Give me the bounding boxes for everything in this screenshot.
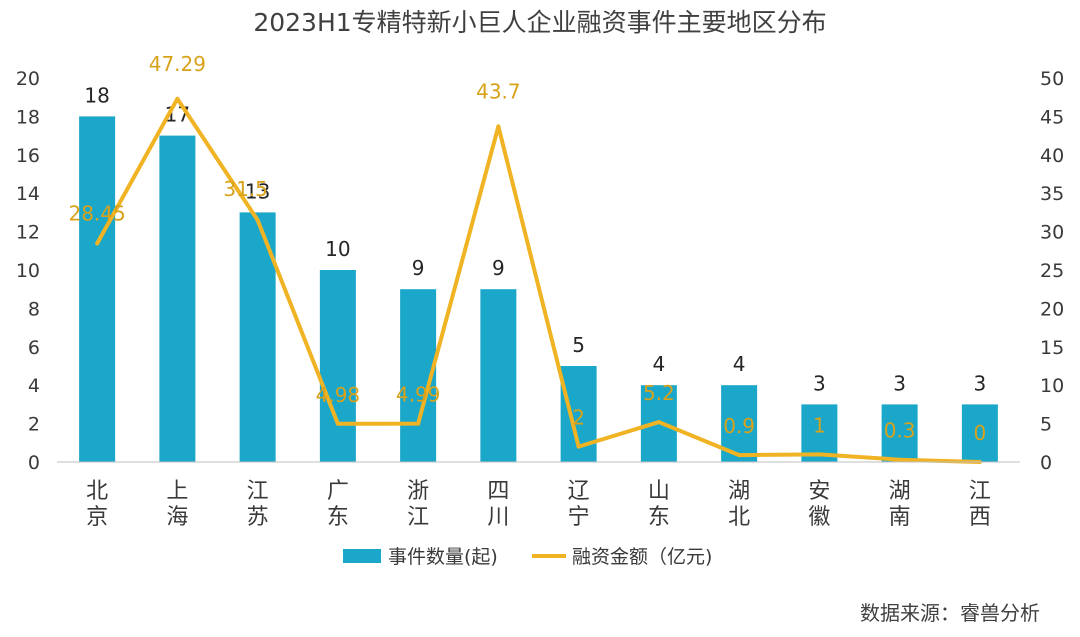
x-tick-label: 江 bbox=[969, 479, 991, 504]
x-tick-label: 江 bbox=[247, 479, 269, 504]
legend-label-bars: 事件数量(起) bbox=[388, 546, 498, 568]
legend: 事件数量(起) 融资金额（亿元) bbox=[343, 546, 712, 568]
y-left-tick-label: 20 bbox=[16, 68, 40, 90]
y-right-tick-label: 20 bbox=[1040, 298, 1064, 320]
y-left-tick-label: 0 bbox=[28, 452, 40, 474]
x-tick-label: 辽 bbox=[568, 479, 590, 504]
x-tick-label: 浙 bbox=[407, 479, 429, 504]
x-tick-label: 东 bbox=[327, 505, 349, 530]
line-point bbox=[496, 124, 501, 129]
source-note: 数据来源：睿兽分析 bbox=[860, 601, 1040, 625]
chart-title: 2023H1专精特新小巨人企业融资事件主要地区分布 bbox=[253, 8, 826, 37]
line-point bbox=[175, 96, 180, 101]
bar-data-label: 3 bbox=[893, 371, 906, 395]
x-tick-label: 西 bbox=[969, 505, 991, 530]
bar-data-label: 3 bbox=[974, 371, 987, 395]
line-data-label: 2 bbox=[572, 406, 585, 430]
line-data-label: 0 bbox=[974, 421, 987, 445]
legend-swatch-bars bbox=[343, 549, 381, 563]
bar-data-label: 5 bbox=[572, 333, 585, 357]
y-left-tick-label: 10 bbox=[16, 260, 40, 282]
x-tick-label: 北 bbox=[86, 479, 108, 504]
line-data-label: 0.3 bbox=[884, 419, 916, 443]
line-data-label: 28.45 bbox=[68, 202, 125, 226]
y-right-tick-label: 50 bbox=[1040, 68, 1064, 90]
line-point bbox=[416, 421, 421, 426]
line-point bbox=[576, 444, 581, 449]
x-tick-label: 宁 bbox=[568, 505, 590, 530]
bar bbox=[961, 404, 998, 462]
y-right-tick-label: 0 bbox=[1040, 452, 1052, 474]
x-tick-label: 东 bbox=[648, 505, 670, 530]
y-right-tick-label: 45 bbox=[1040, 106, 1064, 128]
legend-label-line: 融资金额（亿元) bbox=[572, 546, 712, 568]
x-tick-label: 京 bbox=[86, 505, 108, 530]
bar-data-label: 9 bbox=[412, 256, 425, 280]
y-left-tick-label: 8 bbox=[28, 298, 40, 320]
bar-data-label: 4 bbox=[653, 352, 666, 376]
bar-data-label: 18 bbox=[84, 83, 109, 107]
bar bbox=[319, 270, 356, 462]
line-data-label: 31.5 bbox=[223, 177, 268, 201]
y-right-tick-label: 10 bbox=[1040, 375, 1064, 397]
x-tick-label: 上 bbox=[166, 479, 188, 504]
x-tick-label: 川 bbox=[487, 505, 509, 530]
y-axis-right: 0 5 10 15 20 25 30 35 40 45 50 bbox=[1040, 68, 1064, 474]
line-point bbox=[95, 241, 100, 246]
x-tick-label: 苏 bbox=[247, 505, 269, 530]
line-data-label: 1 bbox=[813, 413, 826, 437]
line-point bbox=[737, 453, 742, 458]
bar bbox=[480, 289, 517, 462]
y-left-tick-label: 12 bbox=[16, 222, 40, 244]
x-tick-label: 南 bbox=[889, 505, 911, 530]
bar-data-label: 10 bbox=[325, 237, 350, 261]
bar-data-label: 13 bbox=[245, 179, 270, 203]
bar bbox=[881, 404, 918, 462]
x-tick-label: 安 bbox=[808, 479, 830, 504]
line-data-label: 4.99 bbox=[396, 383, 441, 407]
line-point bbox=[656, 420, 661, 425]
line-data-label: 0.9 bbox=[723, 414, 755, 438]
y-axis-left: 0 2 4 6 8 10 12 14 16 18 20 bbox=[16, 68, 40, 474]
line-data-label: 47.29 bbox=[149, 52, 206, 76]
bar-data-label: 9 bbox=[492, 256, 505, 280]
line-series: 28.45 47.29 31.5 4.98 4.99 43.7 2 5.2 0.9 1 0.3 0 bbox=[68, 52, 986, 464]
y-right-tick-label: 40 bbox=[1040, 145, 1064, 167]
line-data-label: 43.7 bbox=[476, 79, 521, 103]
y-right-tick-label: 35 bbox=[1040, 183, 1064, 205]
y-right-tick-label: 15 bbox=[1040, 337, 1064, 359]
y-left-tick-label: 14 bbox=[16, 183, 40, 205]
x-tick-label: 海 bbox=[166, 505, 188, 530]
x-tick-label: 江 bbox=[407, 505, 429, 530]
line-point bbox=[817, 452, 822, 457]
bar-data-label: 4 bbox=[733, 352, 746, 376]
y-left-tick-label: 2 bbox=[28, 414, 40, 436]
line-data-label: 4.98 bbox=[316, 383, 361, 407]
x-tick-label: 广 bbox=[327, 479, 349, 504]
x-tick-label: 徽 bbox=[808, 505, 830, 530]
bar bbox=[79, 116, 116, 463]
x-tick-label: 湖 bbox=[889, 479, 911, 504]
x-tick-label: 四 bbox=[487, 479, 509, 504]
line-point bbox=[255, 218, 260, 223]
y-left-tick-label: 18 bbox=[16, 106, 40, 128]
y-right-tick-label: 30 bbox=[1040, 222, 1064, 244]
line-point bbox=[897, 457, 902, 462]
y-left-tick-label: 16 bbox=[16, 145, 40, 167]
y-right-tick-label: 25 bbox=[1040, 260, 1064, 282]
y-right-tick-label: 5 bbox=[1040, 414, 1052, 436]
x-tick-label: 山 bbox=[648, 479, 670, 504]
bar bbox=[159, 135, 196, 462]
line-point bbox=[335, 421, 340, 426]
line-path bbox=[95, 96, 980, 464]
x-tick-label: 北 bbox=[728, 505, 750, 530]
y-left-tick-label: 6 bbox=[28, 337, 40, 359]
y-left-tick-label: 4 bbox=[28, 375, 40, 397]
line-data-label: 5.2 bbox=[643, 381, 675, 405]
bar-data-label: 3 bbox=[813, 371, 826, 395]
x-tick-label: 湖 bbox=[728, 479, 750, 504]
